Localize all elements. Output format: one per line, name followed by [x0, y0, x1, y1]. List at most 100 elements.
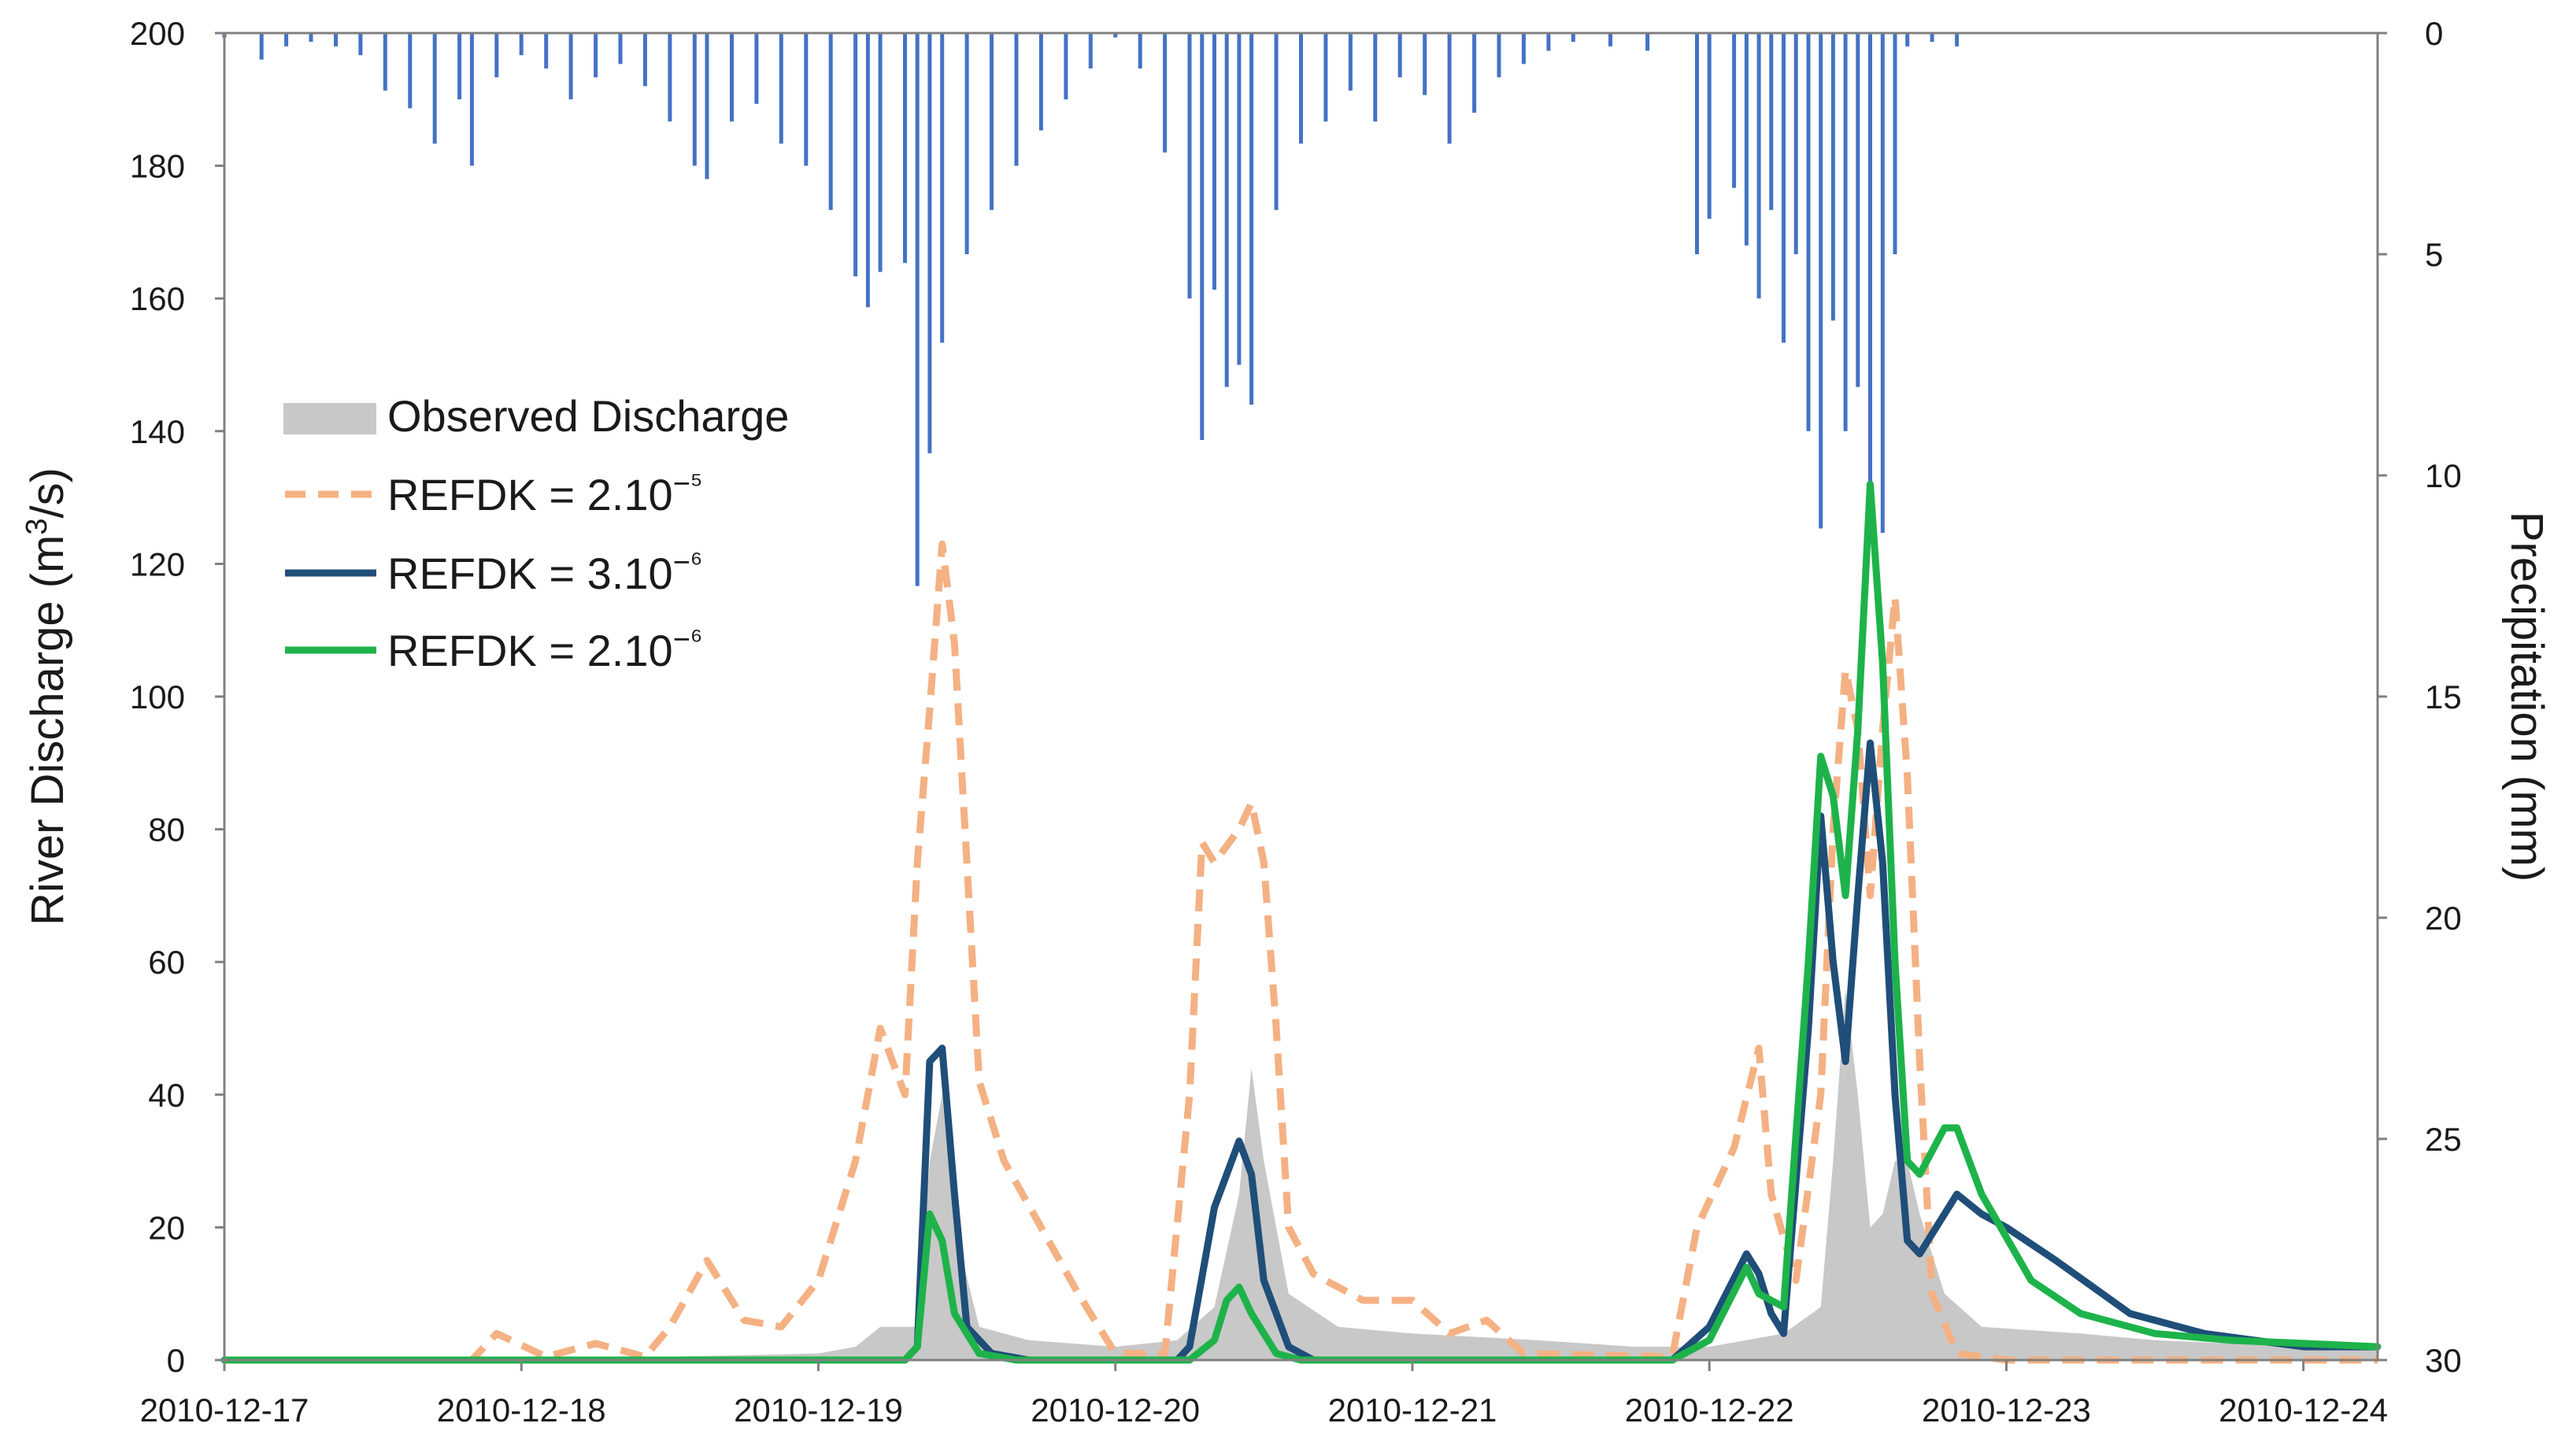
legend-label-refdk-2e5: REFDK = 2.10−⁵ — [387, 468, 703, 519]
precip-bar-27 — [865, 33, 870, 308]
observed-discharge-area — [224, 988, 2378, 1360]
precip-bar-14 — [568, 33, 573, 100]
precip-bar-32 — [940, 33, 945, 343]
refdk-3e6-line — [220, 739, 2382, 1364]
precip-bar-4 — [334, 33, 338, 46]
y-left-tick-0: 0 — [167, 1342, 185, 1379]
precip-bar-20 — [705, 33, 709, 179]
y-right-tick-20: 20 — [2425, 900, 2462, 937]
precip-bar-45 — [1224, 33, 1229, 387]
precip-bar-79 — [1905, 33, 1910, 46]
precip-bar-77 — [1880, 33, 1885, 534]
precip-bar-57 — [1497, 33, 1501, 78]
precip-bar-68 — [1769, 33, 1774, 210]
y-left-axis-title: River Discharge (m3/s) — [20, 468, 73, 926]
y-right-tick-25: 25 — [2425, 1121, 2462, 1158]
legend-label-refdk-2e5-base: REFDK = 2.10 — [387, 470, 673, 519]
precip-bar-61 — [1608, 33, 1612, 46]
y-left-tick-100: 100 — [130, 678, 185, 715]
precip-bar-24 — [804, 33, 809, 166]
precip-bar-6 — [383, 33, 387, 91]
precip-bar-42 — [1187, 33, 1192, 299]
precip-bar-63 — [1695, 33, 1699, 254]
legend-label-refdk-2e6: REFDK = 2.10−⁶ — [387, 623, 702, 675]
x-tick-2010-12-21: 2010-12-21 — [1328, 1392, 1497, 1429]
precip-bar-17 — [642, 33, 647, 87]
precip-bar-51 — [1348, 33, 1353, 91]
precip-bar-3 — [309, 33, 313, 43]
tick-labels-layer: 0 20 40 60 80 100 120 140 160 180 200 0 5 10 15 20 25 30 2… — [130, 15, 2462, 1429]
legend-label-refdk-2e6-sup: −⁶ — [673, 623, 703, 656]
x-tick-2010-12-20: 2010-12-20 — [1031, 1392, 1200, 1429]
legend-label-refdk-2e5-sup: −⁵ — [673, 468, 703, 501]
x-tick-2010-12-19: 2010-12-19 — [734, 1392, 903, 1429]
axes-layer — [223, 31, 2379, 1362]
precip-bar-41 — [1163, 33, 1168, 153]
precip-bar-35 — [1014, 33, 1019, 166]
precip-bar-44 — [1212, 33, 1216, 290]
y-left-title-sup: 3 — [20, 518, 54, 534]
precip-bar-43 — [1200, 33, 1205, 440]
precip-bar-11 — [494, 33, 499, 78]
y-left-tick-40: 40 — [148, 1077, 185, 1114]
precip-bar-50 — [1323, 33, 1328, 122]
y-left-tick-180: 180 — [130, 148, 185, 185]
precip-bar-30 — [915, 33, 920, 586]
precip-bar-64 — [1707, 33, 1712, 219]
x-tick-2010-12-24: 2010-12-24 — [2219, 1392, 2388, 1429]
axis-titles: River Discharge (m3/s) Precipitation (mm… — [20, 468, 2552, 926]
precip-bar-54 — [1423, 33, 1427, 95]
precip-bar-19 — [692, 33, 697, 166]
legend-label-refdk-3e6-base: REFDK = 3.10 — [387, 549, 673, 598]
y-right-tick-15: 15 — [2425, 678, 2462, 715]
x-tick-2010-12-23: 2010-12-23 — [1922, 1392, 2091, 1429]
precip-bar-9 — [457, 33, 462, 100]
x-tick-2010-12-22: 2010-12-22 — [1625, 1392, 1794, 1429]
y-right-tick-0: 0 — [2425, 15, 2443, 52]
precip-bar-55 — [1447, 33, 1452, 144]
x-tick-2010-12-18: 2010-12-18 — [437, 1392, 606, 1429]
precip-bar-34 — [990, 33, 994, 210]
precip-bar-2 — [284, 33, 289, 46]
legend-label-refdk-3e6: REFDK = 3.10−⁶ — [387, 546, 702, 598]
precip-bar-71 — [1806, 33, 1811, 431]
simulated-series-layer — [220, 480, 2382, 1364]
precip-bar-10 — [469, 33, 474, 166]
precip-bar-33 — [964, 33, 969, 254]
precip-bar-72 — [1819, 33, 1823, 529]
y-left-tick-160: 160 — [130, 280, 185, 317]
precip-bar-1 — [259, 33, 264, 60]
precip-bar-74 — [1843, 33, 1848, 431]
precip-bar-22 — [754, 33, 759, 104]
y-left-tick-20: 20 — [148, 1209, 185, 1246]
precip-bar-66 — [1744, 33, 1749, 246]
precip-bar-18 — [668, 33, 672, 122]
precip-bar-81 — [1955, 33, 1960, 46]
precip-bar-65 — [1732, 33, 1737, 188]
precip-bar-58 — [1521, 33, 1526, 65]
precip-bar-52 — [1373, 33, 1378, 122]
precip-bar-29 — [903, 33, 907, 264]
y-right-axis-title: Precipitation (mm) — [2501, 512, 2552, 882]
precip-bar-7 — [408, 33, 413, 109]
y-right-tick-5: 5 — [2425, 236, 2443, 273]
precip-bar-80 — [1930, 33, 1934, 43]
precip-bar-46 — [1237, 33, 1242, 365]
precip-bar-75 — [1856, 33, 1860, 387]
precip-bar-36 — [1038, 33, 1043, 131]
precip-bar-76 — [1868, 33, 1872, 498]
precip-bar-62 — [1645, 33, 1650, 51]
precip-bar-5 — [358, 33, 363, 56]
precip-bar-16 — [618, 33, 623, 65]
refdk-2e6-line — [220, 480, 2382, 1364]
precip-bar-69 — [1782, 33, 1786, 343]
precip-bar-59 — [1546, 33, 1551, 51]
precip-bar-37 — [1064, 33, 1068, 100]
precip-bar-26 — [853, 33, 858, 277]
y-left-title-tail: /s) — [22, 468, 73, 518]
precip-bar-28 — [878, 33, 883, 272]
x-tick-2010-12-17: 2010-12-17 — [140, 1392, 309, 1429]
legend-swatch-observed — [283, 403, 376, 434]
